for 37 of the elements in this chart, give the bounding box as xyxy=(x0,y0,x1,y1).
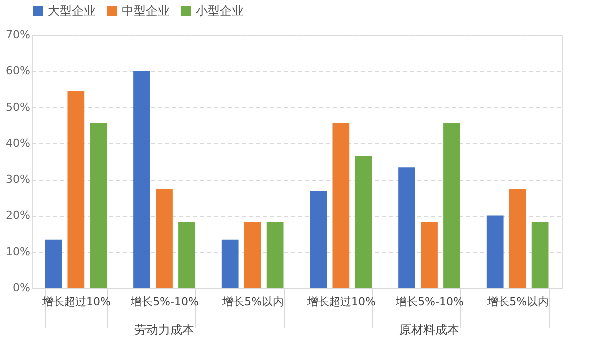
y-tick-label: 0% xyxy=(13,282,30,294)
y-tick-label: 30% xyxy=(6,173,30,186)
bar xyxy=(266,222,284,288)
bar xyxy=(156,189,173,288)
bar xyxy=(134,71,150,288)
bar xyxy=(90,124,108,288)
bar xyxy=(509,189,526,288)
text: 劳动力成本 xyxy=(134,323,194,337)
x-tick-label: 增长5%-10% xyxy=(130,296,199,308)
y-tick-label: 20% xyxy=(6,209,30,222)
y-tick-label: 60% xyxy=(6,64,30,78)
bar xyxy=(222,240,239,288)
bar xyxy=(310,192,328,288)
bar xyxy=(444,124,460,288)
bar xyxy=(398,168,416,288)
x-tick-label: 增长5%-10% xyxy=(395,296,464,308)
legend-label: 大型企业 xyxy=(48,4,96,18)
bar xyxy=(178,222,196,288)
x-tick-label: 增长5%以内 xyxy=(486,296,550,308)
x-tick-label: 增长超过10% xyxy=(41,296,111,308)
y-tick-label: 70% xyxy=(6,28,30,42)
x-tick-label: 增长5%以内 xyxy=(222,296,284,308)
legend-label: 中型企业 xyxy=(122,4,170,18)
x-tick-label: 增长超过10% xyxy=(306,296,376,308)
bar xyxy=(486,216,504,288)
legend-label: 小型企业 xyxy=(196,4,244,18)
y-tick-label: 50% xyxy=(6,100,30,114)
bar xyxy=(355,156,372,288)
y-tick-label: 40% xyxy=(6,136,30,150)
bar xyxy=(532,222,549,288)
text: 原材料成本 xyxy=(400,323,460,337)
bar xyxy=(332,124,350,288)
y-tick-label: 10% xyxy=(6,245,30,258)
bar xyxy=(244,222,262,288)
bar xyxy=(45,240,62,288)
bar xyxy=(421,222,438,288)
bar xyxy=(68,91,85,288)
